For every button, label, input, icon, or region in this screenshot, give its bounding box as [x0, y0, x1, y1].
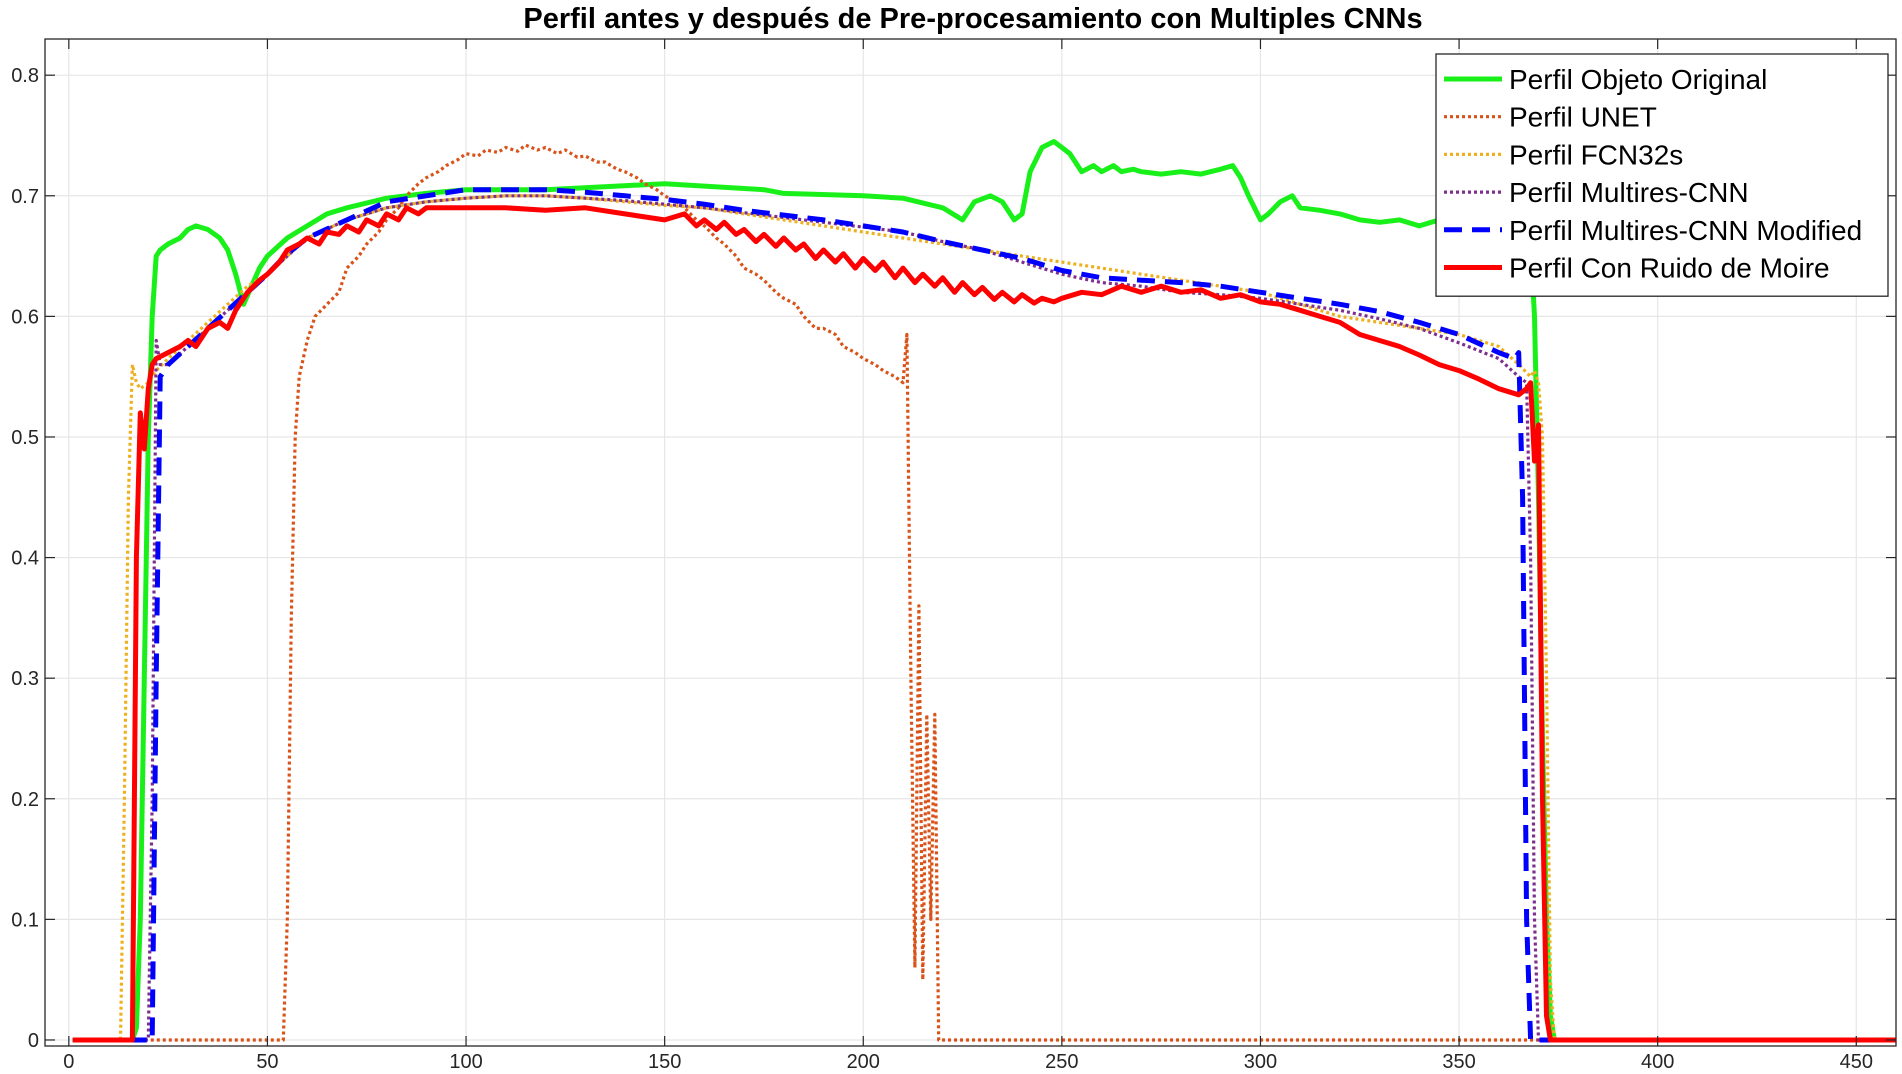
y-tick-label: 0.3: [11, 668, 39, 690]
axes-box: [44, 38, 1897, 1047]
x-axis-ticks: 0 50 100 150 200 250 300 350 400 450: [63, 39, 1873, 1073]
series-line-4: [72, 194, 1896, 1042]
legend-label: Perfil UNET: [1509, 102, 1657, 133]
x-tick-label: 300: [1244, 1051, 1277, 1073]
y-tick-label: 0.2: [11, 789, 39, 811]
x-tick-label: 350: [1442, 1051, 1475, 1073]
x-tick-label: 50: [256, 1051, 278, 1073]
series-line-5: [72, 187, 1896, 1043]
series-group: [72, 139, 1896, 1043]
y-tick-label: 0: [28, 1030, 39, 1052]
x-tick-label: 200: [847, 1051, 880, 1073]
x-tick-label: 150: [648, 1051, 681, 1073]
axes: [44, 38, 1897, 1047]
y-tick-label: 0.6: [11, 306, 39, 328]
legend-label: Perfil Multires-CNN Modified: [1509, 215, 1862, 246]
x-tick-label: 0: [63, 1051, 74, 1073]
legend-label: Perfil FCN32s: [1509, 139, 1683, 170]
x-tick-label: 450: [1840, 1051, 1873, 1073]
y-tick-label: 0.7: [11, 186, 39, 208]
y-tick-label: 0.5: [11, 427, 39, 449]
x-tick-label: 400: [1641, 1051, 1674, 1073]
series-line-6: [72, 205, 1896, 1043]
x-tick-label: 250: [1045, 1051, 1078, 1073]
y-tick-label: 0.1: [11, 909, 39, 931]
y-tick-label: 0.8: [11, 65, 39, 87]
legend[interactable]: Perfil Objeto Original Perfil UNET Perfil …: [1435, 53, 1889, 297]
y-tick-label: 0.4: [11, 548, 39, 570]
legend-box: [1435, 53, 1889, 297]
x-tick-label: 100: [449, 1051, 482, 1073]
legend-label: Perfil Con Ruido de Moire: [1509, 253, 1830, 284]
series-line-2: [72, 143, 1896, 1042]
legend-label: Perfil Objeto Original: [1509, 64, 1767, 95]
series-line-3: [72, 194, 1896, 1042]
grid: [45, 39, 1896, 1046]
y-axis-ticks: 0 0.1 0.2 0.3 0.4 0.5 0.6 0.7 0.8: [11, 65, 1896, 1052]
chart-title: Perfil antes y después de Pre-procesamie…: [523, 3, 1422, 35]
legend-label: Perfil Multires-CNN: [1509, 177, 1749, 208]
